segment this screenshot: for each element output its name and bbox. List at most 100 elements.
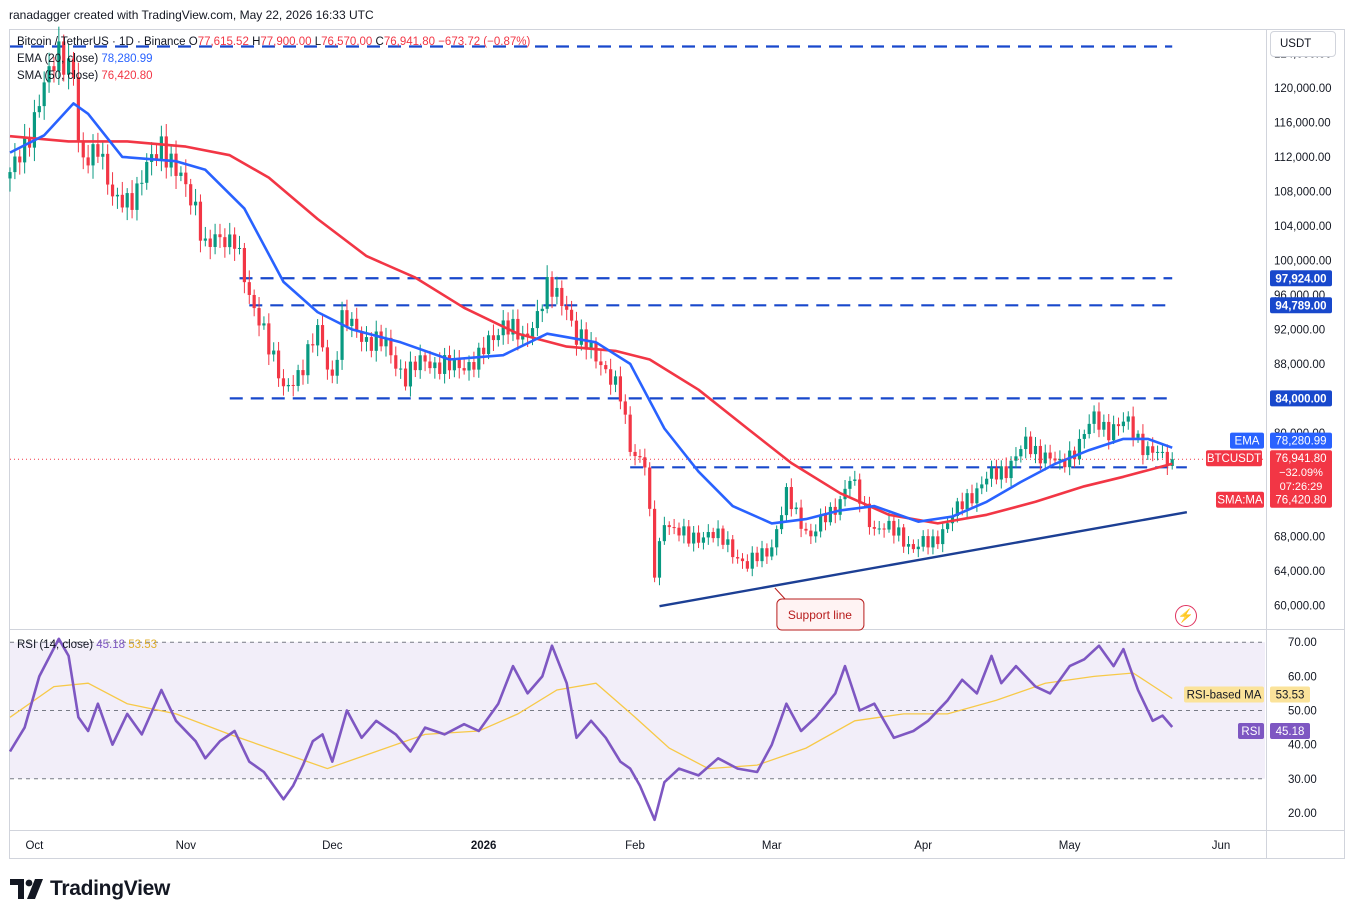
- tradingview-logo-icon: [10, 879, 43, 899]
- candle: [535, 299, 539, 337]
- time-tick-label: May: [1059, 840, 1081, 852]
- symbol-label[interactable]: Bitcoin / TetherUS · 1D · Binance: [17, 36, 186, 48]
- candle: [872, 520, 876, 536]
- candle-body: [47, 66, 51, 83]
- candle-body: [462, 368, 466, 371]
- candle: [115, 187, 120, 209]
- candle: [599, 350, 603, 376]
- candle: [291, 375, 295, 397]
- candle-body: [364, 337, 369, 342]
- candle: [1116, 417, 1121, 436]
- rsi-legend[interactable]: RSI (14, close) 45.18 53.53: [17, 639, 157, 651]
- rsi-tick-label: 20.00: [1288, 808, 1317, 820]
- candle-body: [213, 234, 217, 247]
- candle-body: [828, 506, 832, 523]
- currency-selector[interactable]: USDT: [1270, 31, 1336, 57]
- candle: [511, 309, 515, 342]
- candle: [1033, 437, 1038, 464]
- level-tag-label: 84,000.00: [1275, 393, 1326, 405]
- rsi-tag-name: RSI: [1241, 726, 1260, 738]
- candle: [750, 546, 754, 577]
- low-value: 76,570.00: [321, 36, 373, 48]
- candle-body: [565, 306, 569, 310]
- candle-body: [1077, 438, 1082, 460]
- candle: [452, 349, 456, 378]
- candle: [716, 520, 720, 547]
- candle: [262, 316, 266, 330]
- candle: [916, 539, 920, 558]
- candle-body: [506, 320, 510, 335]
- candle: [301, 359, 305, 385]
- candle: [106, 144, 110, 195]
- candle-body: [267, 323, 271, 355]
- candle: [1102, 414, 1106, 437]
- candle-body: [1131, 416, 1135, 438]
- candle-body: [340, 310, 344, 360]
- candlestick-series: [8, 26, 1174, 586]
- candle: [267, 313, 271, 366]
- candle-body: [794, 507, 798, 510]
- candle-body: [482, 347, 486, 355]
- rsi-tag: [1238, 722, 1310, 739]
- candle-body: [174, 153, 178, 176]
- candle: [882, 523, 886, 538]
- candle-body: [936, 536, 940, 545]
- sma-legend[interactable]: SMA (50, close) 76,420.80: [17, 70, 153, 82]
- tradingview-logo[interactable]: TradingView: [10, 876, 170, 902]
- candle: [1019, 445, 1023, 463]
- btcusdt-tag: [1206, 450, 1332, 495]
- candle-body: [579, 329, 583, 345]
- sma-legend-value: 76,420.80: [101, 70, 153, 82]
- candle-body: [1019, 449, 1023, 457]
- candle-body: [350, 318, 354, 326]
- candle-body: [81, 140, 85, 158]
- candle: [462, 358, 466, 375]
- candle-body: [740, 558, 745, 562]
- candle-body: [76, 77, 80, 141]
- candle: [42, 71, 46, 120]
- candle-body: [1102, 421, 1106, 430]
- ema-legend[interactable]: EMA (20, close) 78,280.99: [17, 53, 153, 65]
- price-tick-label: 60,000.00: [1274, 600, 1325, 612]
- candle-body: [467, 362, 471, 371]
- candle-body: [472, 362, 476, 370]
- price-tick-label: 64,000.00: [1274, 566, 1325, 578]
- rsi-tick-label: 70.00: [1288, 637, 1317, 649]
- candle: [403, 361, 408, 391]
- candle: [955, 497, 959, 523]
- high-label: H: [252, 36, 261, 48]
- candle: [320, 314, 325, 352]
- candle: [482, 336, 486, 365]
- candle-body: [682, 526, 686, 536]
- candle-body: [320, 325, 325, 348]
- candle: [130, 180, 134, 219]
- lightning-icon[interactable]: ⚡: [1175, 605, 1197, 627]
- price-tick-label: 104,000.00: [1274, 221, 1332, 233]
- candle-body: [262, 323, 266, 326]
- sma-tag-value: 76,420.80: [1275, 495, 1326, 507]
- candle-body: [242, 247, 246, 283]
- candle-body: [330, 369, 334, 376]
- candle: [233, 227, 237, 261]
- candle-body: [892, 520, 896, 536]
- candle-body: [486, 335, 491, 355]
- candle: [330, 360, 334, 384]
- candle: [628, 406, 632, 457]
- candle: [589, 332, 593, 359]
- btcusdt-tag-change: −32.09%: [1279, 467, 1323, 479]
- candle-body: [819, 514, 823, 532]
- candle-body: [325, 347, 330, 370]
- candle: [457, 350, 461, 379]
- candle: [623, 394, 627, 424]
- time-tick-label: Mar: [762, 840, 782, 852]
- candle-body: [1033, 445, 1038, 455]
- candle-body: [736, 557, 740, 559]
- candle-body: [638, 456, 642, 458]
- candle: [902, 523, 906, 553]
- candle: [843, 480, 847, 507]
- rsi-tick-label: 50.00: [1288, 706, 1317, 718]
- candle-body: [989, 467, 994, 479]
- candle: [819, 508, 823, 538]
- candle-body: [1014, 456, 1018, 461]
